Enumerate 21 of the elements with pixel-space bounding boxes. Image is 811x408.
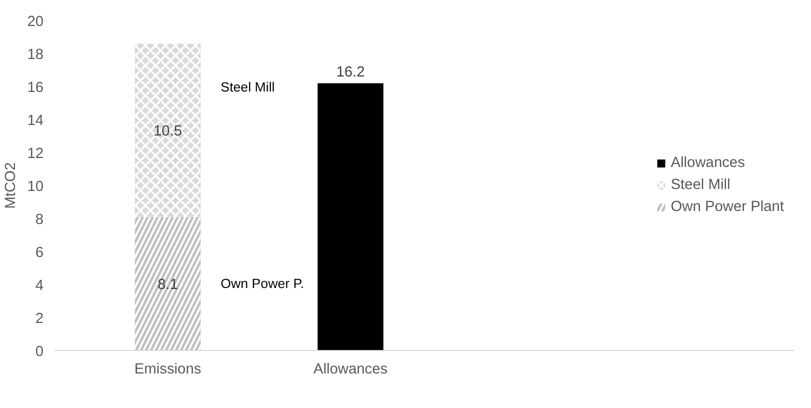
annotation: Steel Mill bbox=[220, 79, 275, 94]
y-tick-label: 18 bbox=[27, 47, 44, 63]
y-tick-label: 12 bbox=[27, 146, 44, 162]
data-label: 8.1 bbox=[158, 277, 178, 294]
annotation: Own Power P. bbox=[220, 276, 304, 292]
y-tick-label: 0 bbox=[35, 344, 44, 360]
y-tick-label: 6 bbox=[35, 245, 44, 261]
data-label: 10.5 bbox=[154, 124, 182, 140]
x-tick-label: Emissions bbox=[134, 362, 202, 378]
y-tick-label: 14 bbox=[27, 113, 44, 129]
legend-label: Own Power Plant bbox=[670, 199, 784, 215]
y-tick-label: 2 bbox=[35, 311, 44, 327]
legend-label: Steel Mill bbox=[670, 177, 730, 193]
y-tick-label: 16 bbox=[27, 80, 44, 96]
y-tick-label: 8 bbox=[35, 212, 44, 228]
y-axis-title: MtCO2 bbox=[3, 162, 20, 209]
y-tick-label: 4 bbox=[35, 278, 44, 294]
y-tick-label: 10 bbox=[27, 179, 44, 195]
legend-label: Allowances bbox=[670, 155, 745, 171]
data-label: 16.2 bbox=[336, 64, 365, 81]
y-tick-label: 20 bbox=[27, 14, 44, 30]
